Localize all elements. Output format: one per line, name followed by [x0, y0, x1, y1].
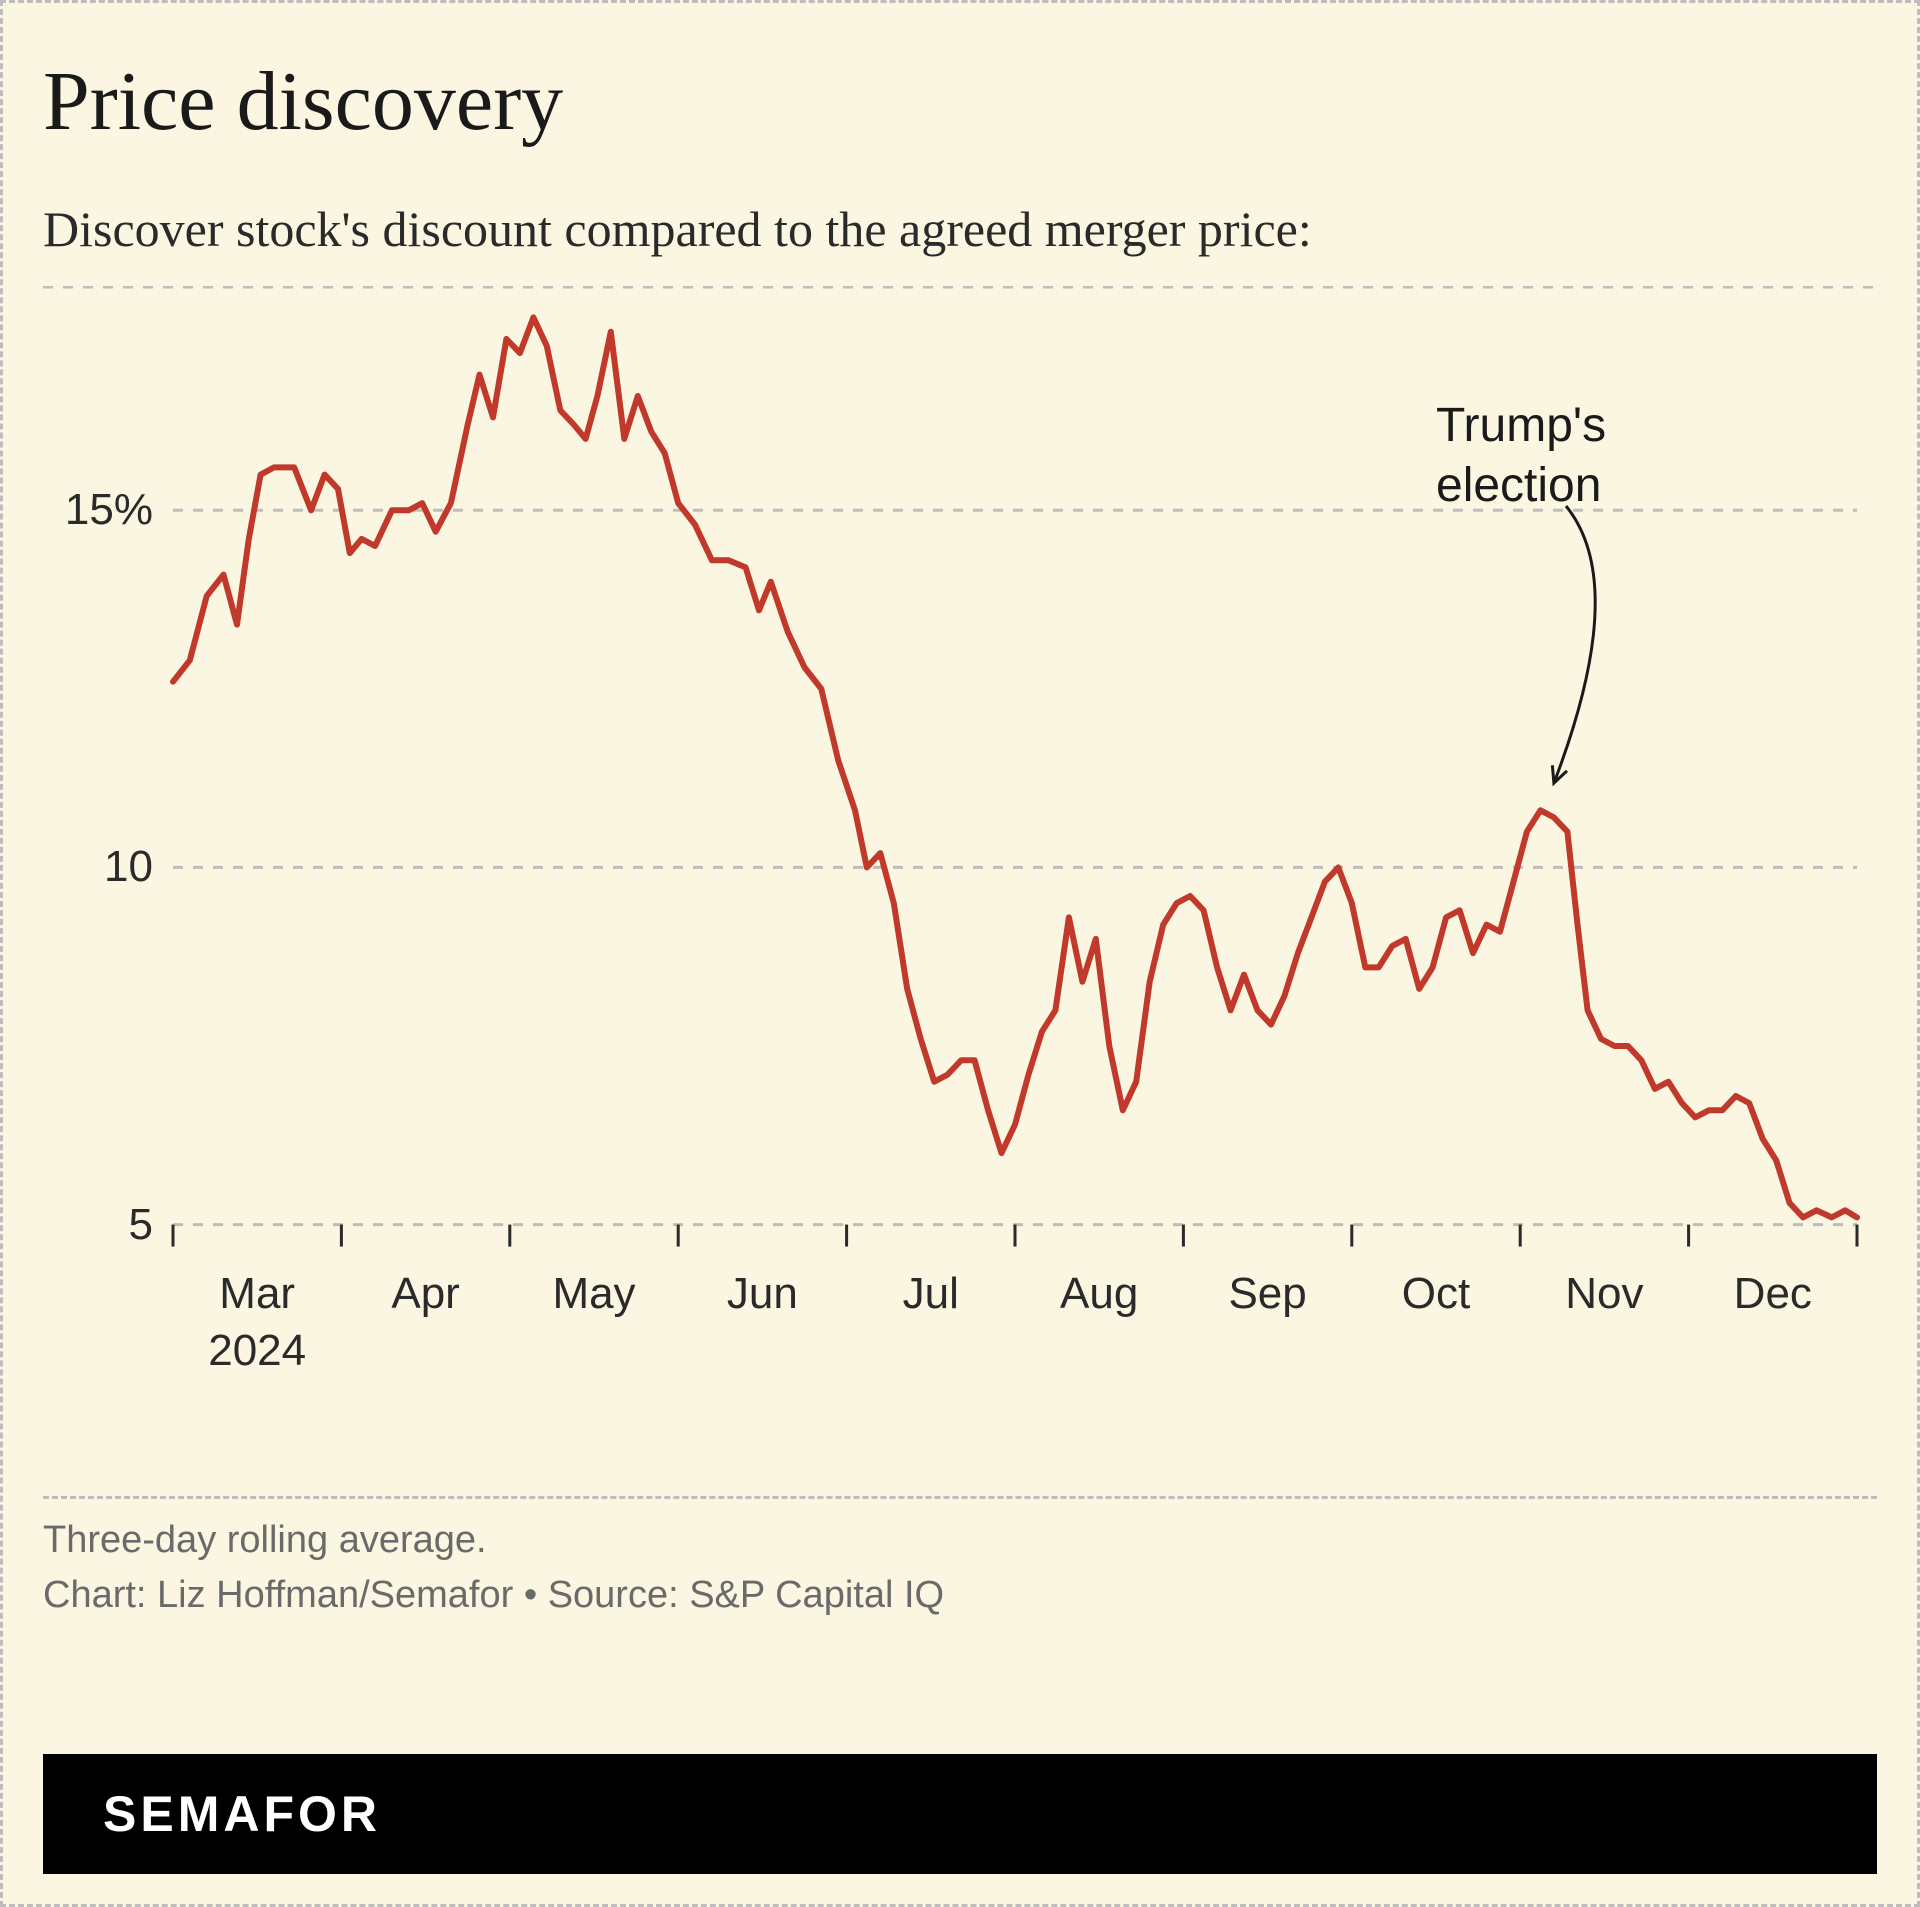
x-axis-label: Aug: [1060, 1265, 1138, 1322]
chart-title: Price discovery: [43, 53, 1877, 150]
x-axis-label: Sep: [1228, 1265, 1306, 1322]
chart-footnote: Three-day rolling average.: [43, 1519, 1877, 1562]
brand-logo: SEMAFOR: [103, 1785, 381, 1843]
y-axis-label: 5: [43, 1200, 153, 1250]
divider: [43, 1496, 1877, 1499]
x-axis-label: Jul: [903, 1265, 959, 1322]
x-axis-label: Jun: [727, 1265, 798, 1322]
y-axis-label: 10: [43, 842, 153, 892]
brand-bar: SEMAFOR: [43, 1754, 1877, 1874]
x-axis-label: Mar2024: [208, 1265, 306, 1379]
chart-subtitle: Discover stock's discount compared to th…: [43, 200, 1877, 258]
chart-card: Price discovery Discover stock's discoun…: [0, 0, 1920, 1907]
x-axis-label: Oct: [1402, 1265, 1470, 1322]
y-axis-label: 15%: [43, 485, 153, 535]
x-axis-label: Nov: [1565, 1265, 1643, 1322]
x-axis-label: May: [552, 1265, 635, 1322]
chart-annotation: Trump's election: [1436, 396, 1606, 516]
x-axis-label: Dec: [1734, 1265, 1812, 1322]
x-axis-label: Apr: [391, 1265, 459, 1322]
chart-area: 5 10 15% Mar2024 Apr May Jun Jul Aug Sep Oct Nov Dec…: [43, 286, 1877, 1466]
chart-credit: Chart: Liz Hoffman/Semafor • Source: S&P…: [43, 1574, 1877, 1617]
